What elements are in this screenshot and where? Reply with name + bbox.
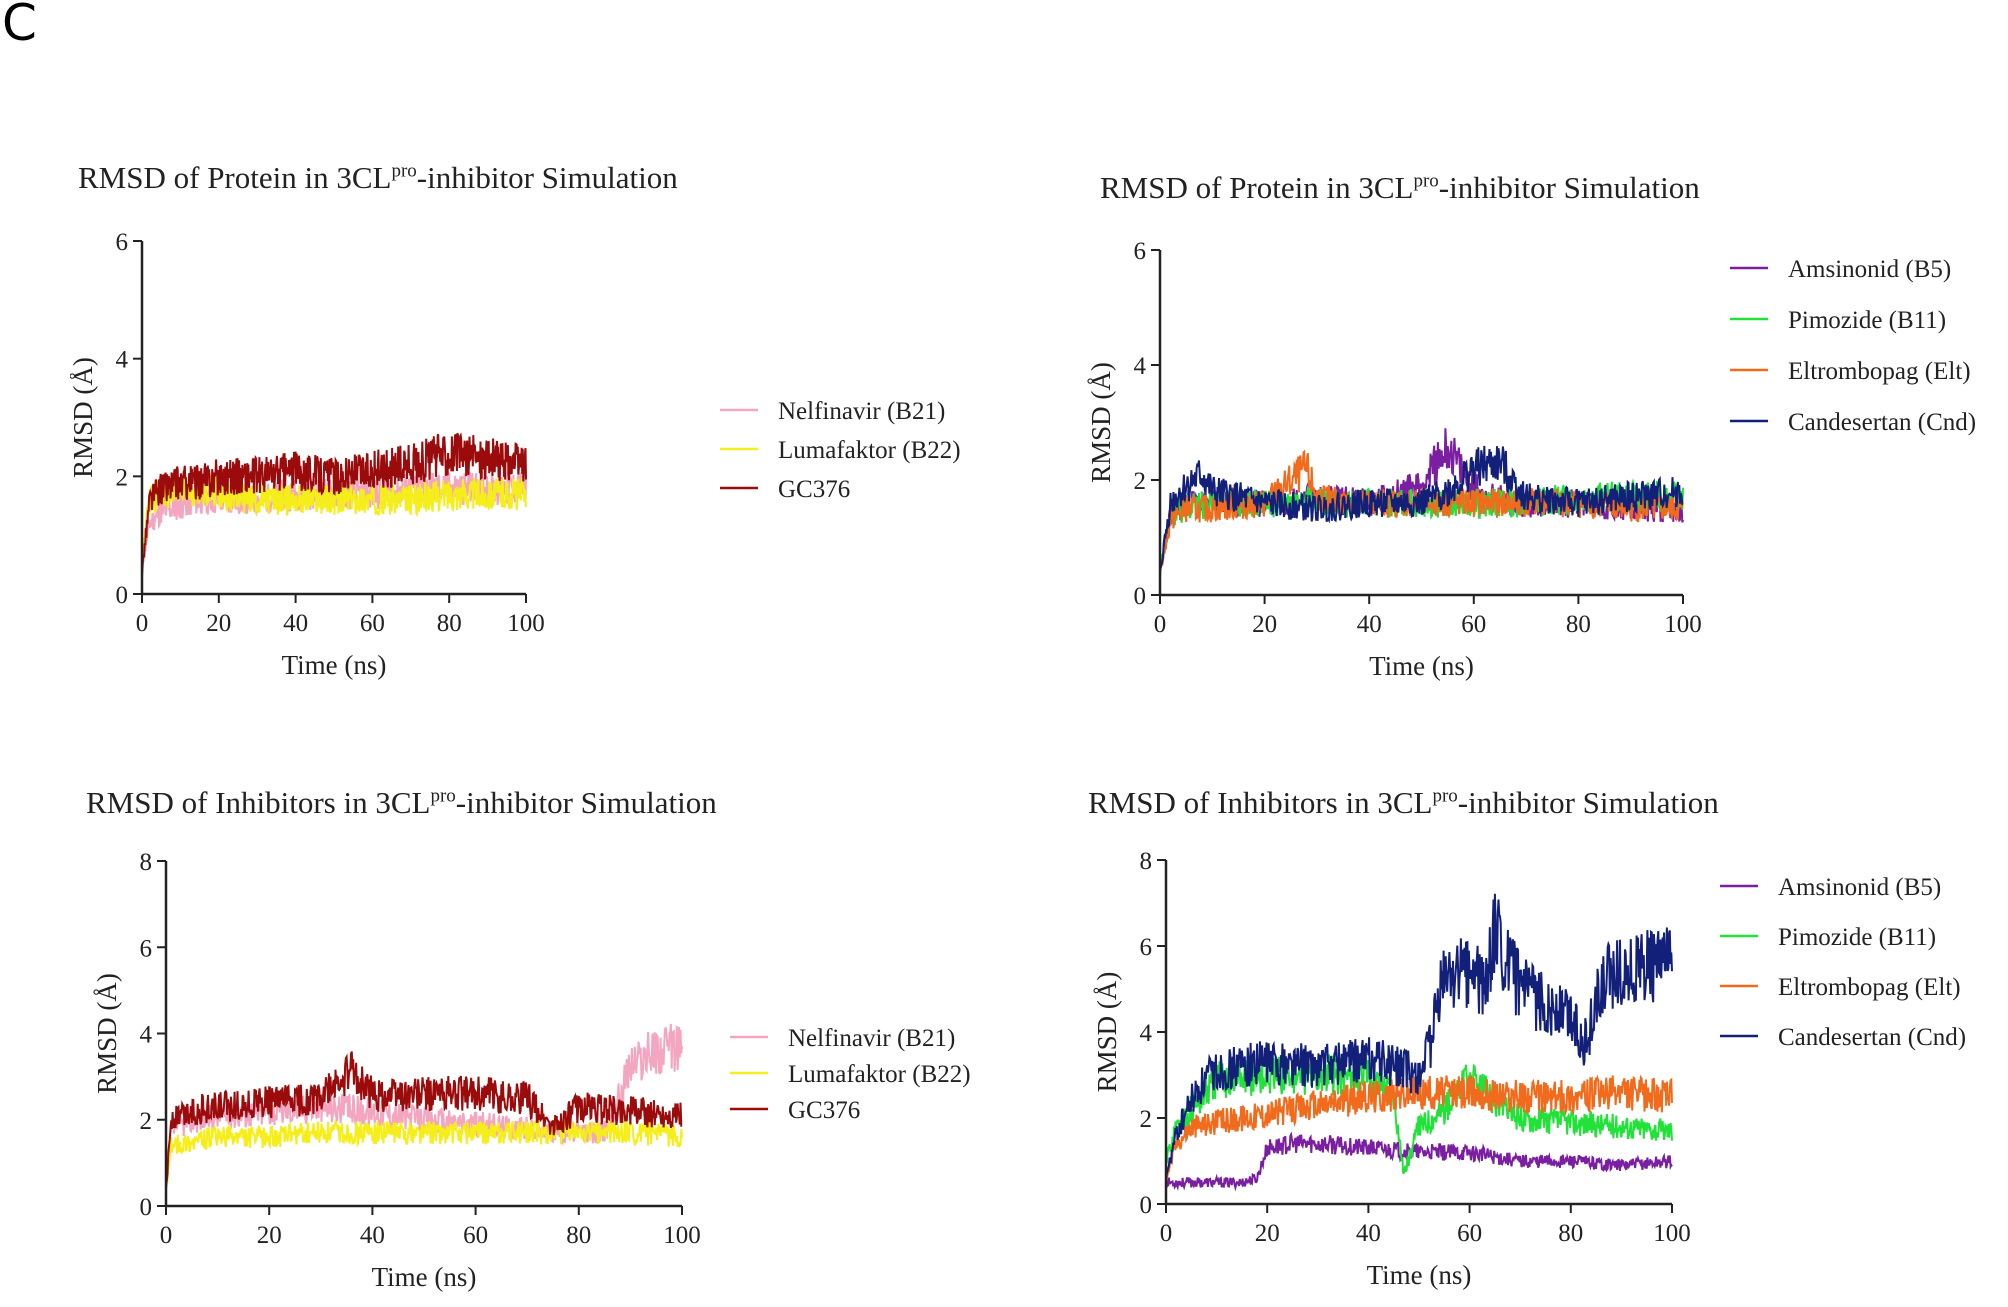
x-axis-label: Time (ns): [1367, 1260, 1472, 1290]
y-tick-label: 0: [1140, 1192, 1153, 1219]
chart-title: RMSD of Inhibitors in 3CLpro-inhibitor S…: [1088, 785, 1719, 820]
x-tick-label: 60: [1457, 1220, 1482, 1247]
y-tick-label: 0: [140, 1194, 153, 1221]
legend-label: Nelfinavir (B21): [778, 398, 945, 425]
x-tick-label: 0: [1154, 611, 1167, 638]
legend-label: Amsinonid (B5): [1778, 874, 1941, 901]
y-tick-label: 2: [1140, 1106, 1153, 1133]
y-tick-label: 4: [1134, 353, 1147, 380]
legend-label: Eltrombopag (Elt): [1778, 974, 1961, 1001]
legend-label: Lumafaktor (B22): [788, 1061, 971, 1088]
y-tick-label: 8: [140, 849, 153, 876]
x-tick-label: 100: [507, 610, 545, 637]
x-tick-label: 60: [463, 1222, 488, 1249]
chart-plot-area: 0 20 40 60 80 100 0 2 4 6 Time (ns) RMSD (Å) Nelfina…: [70, 229, 961, 680]
y-tick-label: 0: [116, 582, 129, 609]
chart-title: RMSD of Inhibitors in 3CLpro-inhibitor S…: [86, 785, 717, 820]
x-tick-label: 20: [257, 1222, 282, 1249]
legend-label: Pimozide (B11): [1778, 924, 1936, 951]
y-axis-label: RMSD (Å): [70, 357, 98, 478]
x-tick-label: 20: [1255, 1220, 1280, 1247]
y-tick-label: 6: [1134, 238, 1147, 265]
legend-label: Amsinonid (B5): [1788, 256, 1951, 283]
legend-label: GC376: [788, 1097, 860, 1124]
legend-label: Lumafaktor (B22): [778, 437, 961, 464]
legend-label: Eltrombopag (Elt): [1788, 358, 1971, 385]
y-tick-label: 4: [1140, 1020, 1153, 1047]
chart-plot-area: 0 20 40 60 80 100 0 2 4 6 8 Time (ns) RMSD (Å) Amsino…: [1092, 848, 1966, 1290]
x-tick-label: 0: [160, 1222, 173, 1249]
series-line-2: [141, 432, 527, 577]
x-tick-label: 100: [1653, 1220, 1691, 1247]
y-tick-label: 8: [1140, 848, 1153, 875]
y-tick-label: 6: [140, 935, 153, 962]
series-line-0: [1165, 1131, 1673, 1192]
chart-protein-rmsd-right: RMSD of Protein in 3CLpro-inhibitor Simu…: [1080, 170, 2000, 710]
y-tick-label: 2: [116, 464, 129, 491]
x-tick-label: 80: [1558, 1220, 1583, 1247]
x-axis-label: Time (ns): [282, 650, 387, 680]
chart-plot-area: 0 20 40 60 80 100 0 2 4 6 Time (ns) RMSD (Å) Amsinon…: [1086, 238, 1976, 681]
chart-protein-rmsd-left: RMSD of Protein in 3CLpro-inhibitor Simu…: [70, 160, 1010, 700]
y-tick-label: 4: [140, 1022, 153, 1049]
x-tick-label: 40: [283, 610, 308, 637]
x-tick-label: 40: [1357, 611, 1382, 638]
legend-label: Nelfinavir (B21): [788, 1025, 955, 1052]
panel-label: C: [2, 0, 37, 52]
x-tick-label: 40: [360, 1222, 385, 1249]
x-tick-label: 20: [1252, 611, 1277, 638]
y-axis-label: RMSD (Å): [92, 973, 122, 1094]
y-tick-label: 4: [116, 347, 129, 374]
chart-title: RMSD of Protein in 3CLpro-inhibitor Simu…: [78, 160, 678, 195]
series-line-3: [1159, 445, 1684, 571]
chart-inhibitor-rmsd-right: RMSD of Inhibitors in 3CLpro-inhibitor S…: [1080, 785, 2000, 1307]
x-tick-label: 60: [360, 610, 385, 637]
x-tick-label: 40: [1356, 1220, 1381, 1247]
legend-label: Pimozide (B11): [1788, 307, 1946, 334]
x-tick-label: 100: [663, 1222, 701, 1249]
y-axis-label: RMSD (Å): [1086, 362, 1116, 483]
series-line-2: [1165, 1074, 1673, 1182]
chart-inhibitor-rmsd-left: RMSD of Inhibitors in 3CLpro-inhibitor S…: [70, 785, 1010, 1307]
y-tick-label: 6: [116, 229, 129, 256]
legend-label: GC376: [778, 476, 850, 503]
y-tick-label: 6: [1140, 934, 1153, 961]
y-tick-label: 2: [140, 1108, 153, 1135]
x-tick-label: 80: [1566, 611, 1591, 638]
x-tick-label: 80: [566, 1222, 591, 1249]
x-tick-label: 0: [1160, 1220, 1173, 1247]
chart-title: RMSD of Protein in 3CLpro-inhibitor Simu…: [1100, 170, 1700, 205]
x-axis-label: Time (ns): [1369, 651, 1474, 681]
y-axis-label: RMSD (Å): [1092, 972, 1122, 1093]
series-line-2: [165, 1051, 683, 1189]
series-line-3: [1165, 893, 1673, 1182]
legend-label: Candesertan (Cnd): [1788, 409, 1976, 436]
x-tick-label: 60: [1461, 611, 1486, 638]
y-tick-label: 0: [1134, 583, 1147, 610]
chart-plot-area: 0 20 40 60 80 100 0 2 4 6 8 Time (ns) RMSD (Å) Nelfin…: [92, 849, 971, 1292]
x-tick-label: 100: [1664, 611, 1702, 638]
x-tick-label: 80: [437, 610, 462, 637]
legend-label: Candesertan (Cnd): [1778, 1024, 1966, 1051]
x-axis-label: Time (ns): [372, 1262, 477, 1292]
series-line-1: [165, 1118, 683, 1189]
y-tick-label: 2: [1134, 468, 1147, 495]
x-tick-label: 0: [136, 610, 149, 637]
x-tick-label: 20: [206, 610, 231, 637]
